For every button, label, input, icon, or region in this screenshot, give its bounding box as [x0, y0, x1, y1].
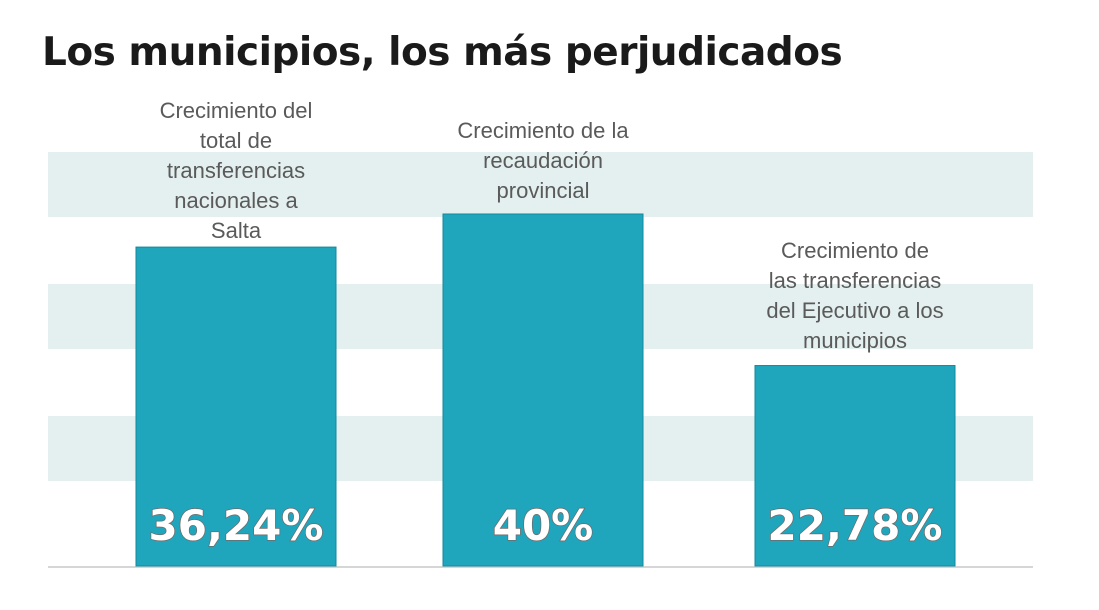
category-label-line: Salta: [211, 218, 262, 243]
value-label-2: 40%: [493, 501, 594, 550]
category-label-line: transferencias: [167, 158, 305, 183]
category-label-line: municipios: [803, 328, 907, 353]
category-label-line: nacionales a: [174, 188, 298, 213]
value-label-1: 36,24%: [149, 501, 324, 550]
category-label-line: provincial: [497, 178, 590, 203]
category-label-3: Crecimiento de las transferencias del Ejec…: [766, 238, 943, 353]
bars: [135, 213, 956, 567]
category-label-line: Crecimiento del: [160, 98, 313, 123]
category-label-2: Crecimiento de la recaudación provincial: [457, 118, 629, 203]
category-label-line: Crecimiento de la: [457, 118, 629, 143]
chart-title: Los municipios, los más perjudicados: [42, 30, 843, 75]
bar-3: [754, 365, 956, 567]
background-band-1: [48, 152, 1033, 217]
value-labels: 36,24% 40% 22,78%: [148, 500, 943, 551]
bar-1: [135, 246, 337, 567]
category-label-line: del Ejecutivo a los: [766, 298, 943, 323]
category-label-line: total de: [200, 128, 272, 153]
category-labels: Crecimiento del total de transferencias nac…: [160, 98, 944, 353]
category-label-line: recaudación: [483, 148, 603, 173]
category-label-1: Crecimiento del total de transferencias nac…: [160, 98, 313, 243]
value-label-3: 22,78%: [768, 501, 943, 550]
category-label-line: Crecimiento de: [781, 238, 929, 263]
category-label-line: las transferencias: [769, 268, 941, 293]
bar-2: [442, 213, 644, 567]
